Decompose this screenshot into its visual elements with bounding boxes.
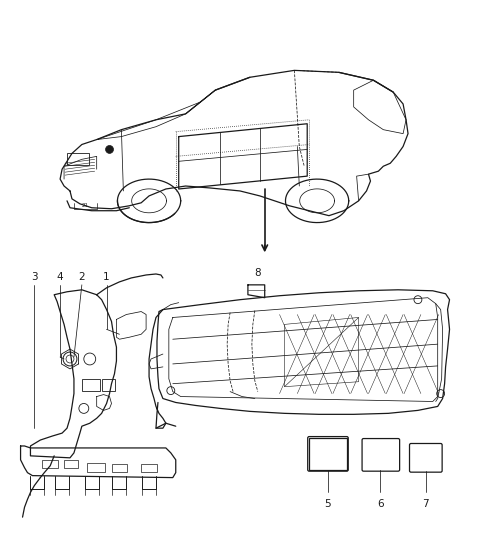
Bar <box>309 438 347 470</box>
Text: 2: 2 <box>79 272 85 282</box>
Text: 7: 7 <box>422 499 429 510</box>
Text: 21: 21 <box>81 203 88 208</box>
Bar <box>42 460 58 468</box>
Bar <box>64 460 78 468</box>
Bar <box>102 379 116 391</box>
Text: 3: 3 <box>31 272 38 282</box>
Bar <box>141 464 157 471</box>
Text: 4: 4 <box>57 272 63 282</box>
Bar <box>82 379 100 391</box>
Bar <box>67 153 89 165</box>
Bar <box>87 463 105 471</box>
Text: 1: 1 <box>103 272 110 282</box>
Text: 5: 5 <box>324 499 331 510</box>
Bar <box>111 464 127 471</box>
Text: 8: 8 <box>254 268 261 278</box>
Circle shape <box>106 146 113 153</box>
Text: 6: 6 <box>377 499 384 510</box>
